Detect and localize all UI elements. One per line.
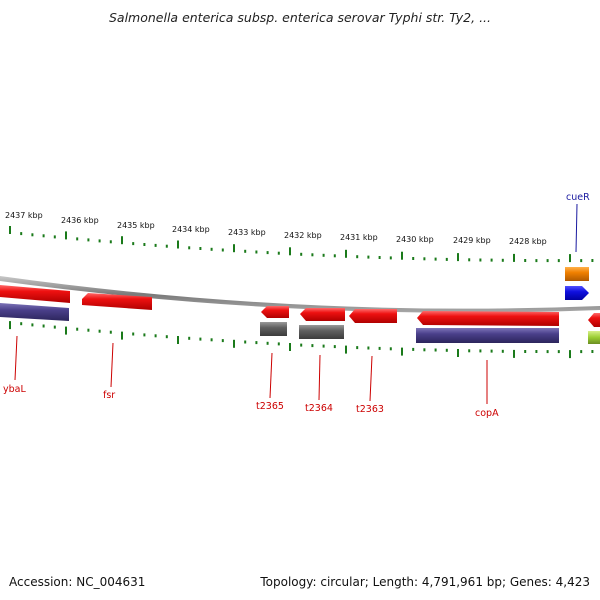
scale-label: 2432 kbp <box>284 231 322 240</box>
leader-line <box>110 342 114 388</box>
scale-label: 2428 kbp <box>509 237 547 246</box>
genome-summary-text: Topology: circular; Length: 4,791,961 bp… <box>260 575 590 589</box>
scale-label: 2431 kbp <box>340 233 378 242</box>
gene-label-cuer[interactable]: cueR <box>566 192 590 203</box>
leader-line <box>369 355 373 402</box>
gene-label-t2363[interactable]: t2363 <box>356 404 384 415</box>
gene-labels: ybaL fsr t2365 t2364 t2363 copA cueR <box>3 192 590 419</box>
gene-feature-fsr[interactable] <box>82 293 152 310</box>
gene-feature-t2363[interactable] <box>349 309 397 323</box>
scale-label: 2436 kbp <box>61 216 99 225</box>
lower-tick-track <box>9 321 594 359</box>
accession-text: Accession: NC_004631 <box>9 575 146 589</box>
upper-tick-track <box>9 226 594 263</box>
feature-block[interactable] <box>588 331 600 344</box>
leader-line <box>575 203 578 253</box>
gene-label-copa[interactable]: copA <box>475 408 499 419</box>
secondary-features <box>0 303 600 344</box>
gene-label-ybal[interactable]: ybaL <box>3 384 26 395</box>
cuer-features <box>565 267 589 300</box>
map-title: Salmonella enterica subsp. enterica sero… <box>108 10 492 25</box>
scale-label: 2430 kbp <box>396 235 434 244</box>
scale-label: 2435 kbp <box>117 221 155 230</box>
feature-block[interactable] <box>260 322 287 336</box>
gene-leader-lines <box>14 203 578 404</box>
leader-line <box>318 354 321 401</box>
scale-label: 2434 kbp <box>172 225 210 234</box>
gene-feature-t2365[interactable] <box>261 306 289 318</box>
feature-block[interactable] <box>565 267 589 281</box>
scale-label: 2429 kbp <box>453 236 491 245</box>
genome-backbone <box>0 276 600 313</box>
feature-block[interactable] <box>0 303 69 321</box>
gene-label-t2365[interactable]: t2365 <box>256 401 284 412</box>
leader-line <box>269 352 273 399</box>
leader-line <box>14 335 18 381</box>
feature-block[interactable] <box>299 325 344 339</box>
scale-label: 2433 kbp <box>228 228 266 237</box>
gene-label-fsr[interactable]: fsr <box>103 390 115 401</box>
gene-feature-partial-right[interactable] <box>588 313 600 327</box>
gene-feature-cuer[interactable] <box>565 286 589 300</box>
scale-label: 2437 kbp <box>5 211 43 220</box>
gene-feature-copa[interactable] <box>417 311 559 326</box>
gene-feature-ybal[interactable] <box>0 285 70 303</box>
gene-label-t2364[interactable]: t2364 <box>305 403 333 414</box>
forward-strand-features <box>0 285 600 327</box>
scale-labels: 2437 kbp 2436 kbp 2435 kbp 2434 kbp 2433… <box>5 211 547 246</box>
gene-feature-t2364[interactable] <box>300 308 345 321</box>
feature-block[interactable] <box>416 328 559 343</box>
